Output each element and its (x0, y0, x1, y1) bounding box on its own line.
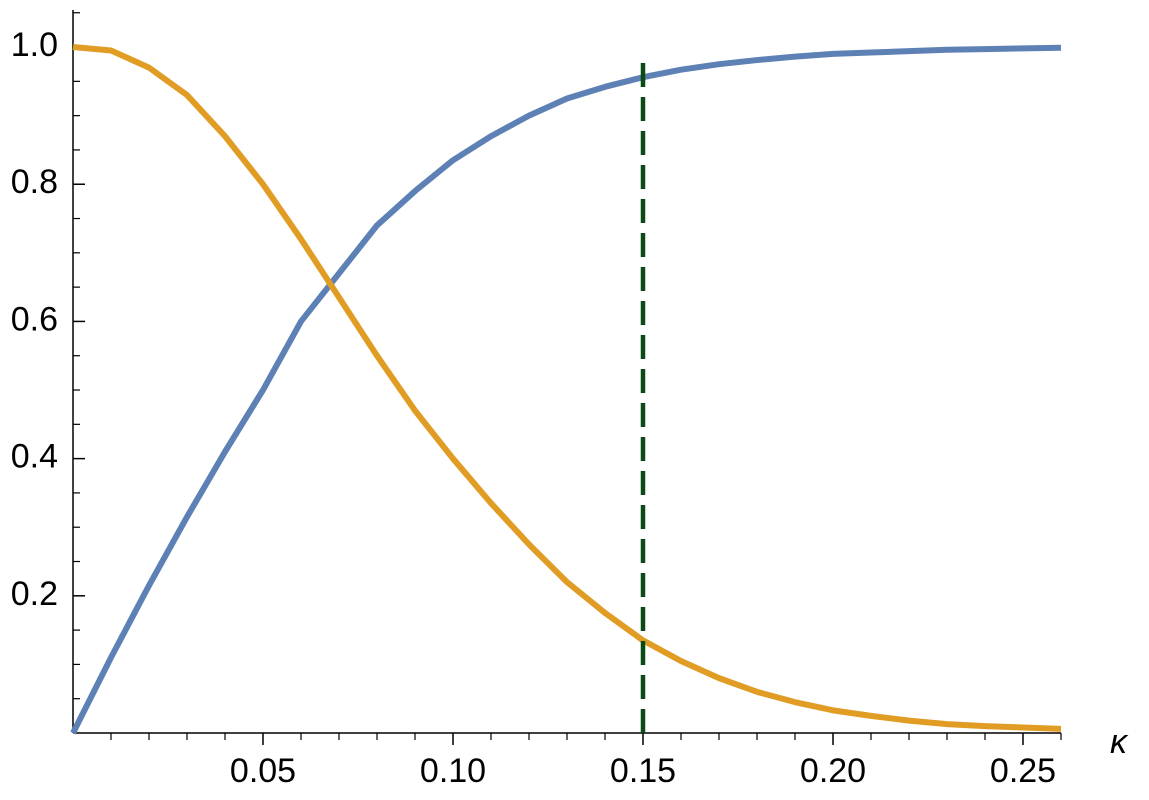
y-tick-label: 0.2 (11, 575, 58, 613)
series-line (70, 44, 1062, 735)
y-tick-label: 0.6 (11, 300, 58, 338)
y-tick-label: 1.0 (11, 26, 58, 64)
x-tick-label: 0.10 (420, 752, 486, 790)
x-tick-label: 0.15 (610, 752, 676, 790)
x-tick-label: 0.05 (230, 752, 296, 790)
x-tick-label: 0.25 (990, 752, 1056, 790)
y-tick-label: 0.4 (11, 438, 58, 476)
series-line (72, 44, 1062, 732)
x-tick-label: 0.20 (800, 752, 866, 790)
y-tick-label: 0.8 (11, 163, 58, 201)
x-axis-label: κ (1110, 723, 1129, 761)
